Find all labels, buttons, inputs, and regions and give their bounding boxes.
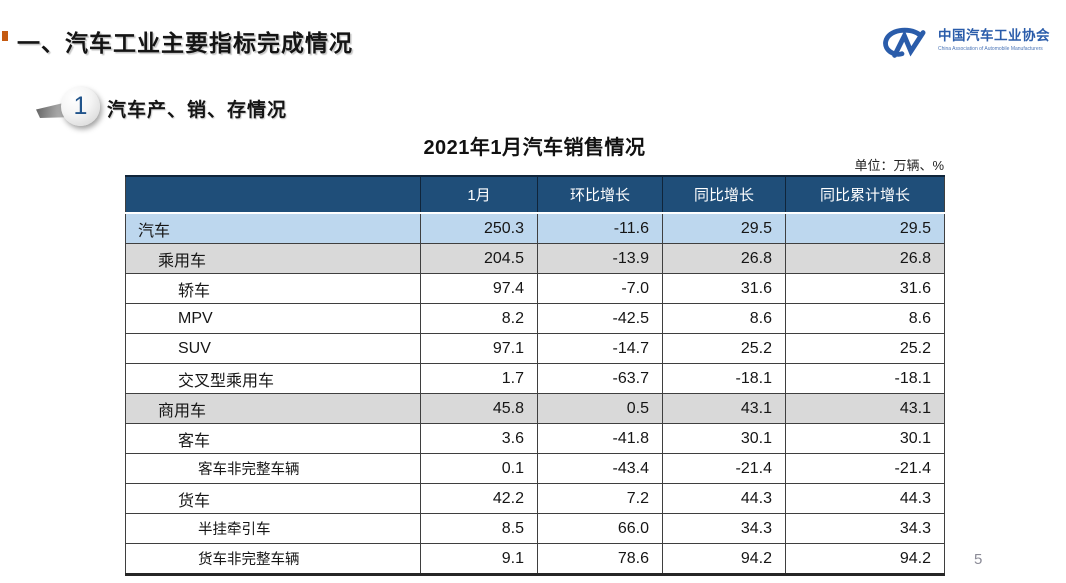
- value-cell: 43.1: [662, 393, 786, 424]
- corner-header-cell: [125, 176, 421, 214]
- value-cell: -13.9: [537, 243, 663, 274]
- section-number-badge: 1: [61, 87, 100, 126]
- value-cell: -42.5: [537, 303, 663, 334]
- value-cell: 44.3: [662, 483, 786, 514]
- caam-logo-text: 中国汽车工业协会 China Association of Automobile…: [938, 24, 1050, 52]
- value-cell: 204.5: [420, 243, 538, 274]
- page-number: 5: [974, 551, 983, 568]
- value-cell: 97.4: [420, 273, 538, 304]
- table-row: 货车 42.2 7.2 44.3 44.3: [125, 483, 945, 514]
- value-cell: 26.8: [662, 243, 786, 274]
- row-label: 客车: [125, 423, 421, 454]
- section-number: 1: [73, 92, 88, 120]
- value-cell: 30.1: [785, 423, 945, 454]
- sales-table-wrapper: 1月 环比增长 同比增长 同比累计增长 汽车 250.3 -11.6 29.5 29.5 乘用车…: [125, 175, 945, 576]
- value-cell: 250.3: [420, 212, 538, 244]
- row-label: SUV: [125, 333, 421, 364]
- value-cell: 31.6: [662, 273, 786, 304]
- column-header: 同比增长: [662, 176, 786, 214]
- table-row: 客车 3.6 -41.8 30.1 30.1: [125, 423, 945, 454]
- row-label: 货车非完整车辆: [125, 543, 421, 575]
- value-cell: -21.4: [785, 453, 945, 484]
- value-cell: 1.7: [420, 363, 538, 394]
- value-cell: 26.8: [785, 243, 945, 274]
- value-cell: 0.1: [420, 453, 538, 484]
- row-label: 汽车: [125, 212, 421, 244]
- row-label: 交叉型乘用车: [125, 363, 421, 394]
- value-cell: 66.0: [537, 513, 663, 544]
- row-label: 货车: [125, 483, 421, 514]
- table-row: 轿车 97.4 -7.0 31.6 31.6: [125, 273, 945, 304]
- value-cell: 29.5: [662, 212, 786, 244]
- value-cell: 25.2: [785, 333, 945, 364]
- value-cell: 30.1: [662, 423, 786, 454]
- org-name-cn: 中国汽车工业协会: [938, 28, 1050, 43]
- value-cell: 0.5: [537, 393, 663, 424]
- table-body: 汽车 250.3 -11.6 29.5 29.5 乘用车 204.5 -13.9 26.8 26.…: [125, 212, 945, 575]
- value-cell: 78.6: [537, 543, 663, 575]
- value-cell: 31.6: [785, 273, 945, 304]
- unit-label: 单位：万辆、%: [854, 158, 944, 173]
- value-cell: -63.7: [537, 363, 663, 394]
- value-cell: 34.3: [785, 513, 945, 544]
- table-row: SUV 97.1 -14.7 25.2 25.2: [125, 333, 945, 364]
- value-cell: 34.3: [662, 513, 786, 544]
- value-cell: 7.2: [537, 483, 663, 514]
- column-header: 环比增长: [537, 176, 663, 214]
- table-row: 客车非完整车辆 0.1 -43.4 -21.4 -21.4: [125, 453, 945, 484]
- table-title: 2021年1月汽车销售情况: [423, 137, 646, 159]
- value-cell: 29.5: [785, 212, 945, 244]
- caam-logo: 中国汽车工业协会 China Association of Automobile…: [880, 24, 1050, 67]
- value-cell: 43.1: [785, 393, 945, 424]
- row-label: 乘用车: [125, 243, 421, 274]
- table-row: 半挂牵引车 8.5 66.0 34.3 34.3: [125, 513, 945, 544]
- row-label: MPV: [125, 303, 421, 334]
- column-header: 1月: [420, 176, 538, 214]
- value-cell: 94.2: [662, 543, 786, 575]
- value-cell: 97.1: [420, 333, 538, 364]
- table-row: 商用车 45.8 0.5 43.1 43.1: [125, 393, 945, 424]
- value-cell: 45.8: [420, 393, 538, 424]
- value-cell: -21.4: [662, 453, 786, 484]
- sales-table: 1月 环比增长 同比增长 同比累计增长 汽车 250.3 -11.6 29.5 29.5 乘用车…: [125, 175, 945, 576]
- value-cell: -14.7: [537, 333, 663, 364]
- value-cell: 3.6: [420, 423, 538, 454]
- row-label: 半挂牵引车: [125, 513, 421, 544]
- value-cell: 8.2: [420, 303, 538, 334]
- row-label: 轿车: [125, 273, 421, 304]
- table-row: MPV 8.2 -42.5 8.6 8.6: [125, 303, 945, 334]
- value-cell: -18.1: [785, 363, 945, 394]
- header-row: 1月 环比增长 同比增长 同比累计增长: [125, 176, 945, 214]
- row-label: 商用车: [125, 393, 421, 424]
- value-cell: -43.4: [537, 453, 663, 484]
- value-cell: 8.6: [662, 303, 786, 334]
- org-name-en: China Association of Automobile Manufact…: [938, 46, 1043, 52]
- value-cell: 94.2: [785, 543, 945, 575]
- table-row: 交叉型乘用车 1.7 -63.7 -18.1 -18.1: [125, 363, 945, 394]
- red-accent-mark: [2, 31, 8, 41]
- table-row: 汽车 250.3 -11.6 29.5 29.5: [125, 212, 945, 244]
- caam-logo-icon: [880, 26, 932, 67]
- value-cell: 25.2: [662, 333, 786, 364]
- value-cell: -11.6: [537, 212, 663, 244]
- page-title: 一、汽车工业主要指标完成情况: [17, 30, 353, 56]
- row-label: 客车非完整车辆: [125, 453, 421, 484]
- value-cell: -7.0: [537, 273, 663, 304]
- table-row: 乘用车 204.5 -13.9 26.8 26.8: [125, 243, 945, 274]
- value-cell: 8.6: [785, 303, 945, 334]
- table-row: 货车非完整车辆 9.1 78.6 94.2 94.2: [125, 543, 945, 575]
- column-header: 同比累计增长: [785, 176, 945, 214]
- section-title: 汽车产、销、存情况: [107, 100, 288, 121]
- value-cell: 44.3: [785, 483, 945, 514]
- value-cell: 42.2: [420, 483, 538, 514]
- value-cell: 8.5: [420, 513, 538, 544]
- value-cell: -18.1: [662, 363, 786, 394]
- value-cell: -41.8: [537, 423, 663, 454]
- value-cell: 9.1: [420, 543, 538, 575]
